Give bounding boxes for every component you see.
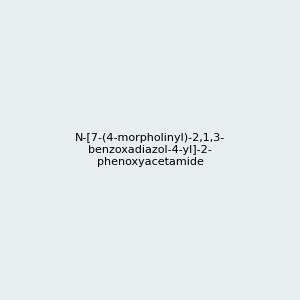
Text: N-[7-(4-morpholinyl)-2,1,3-
benzoxadiazol-4-yl]-2-
phenoxyacetamide: N-[7-(4-morpholinyl)-2,1,3- benzoxadiazo… xyxy=(75,134,225,166)
